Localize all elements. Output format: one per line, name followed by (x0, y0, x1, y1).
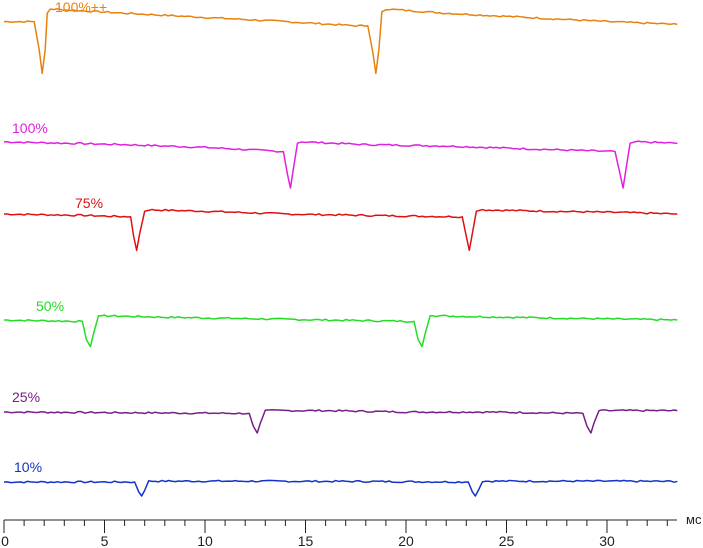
series-line-5 (3, 479, 678, 497)
series-line-1 (3, 140, 678, 189)
x-tick-label-30: 30 (599, 533, 615, 548)
series-label-1: 100% (12, 120, 48, 136)
series-label-2: 75% (75, 195, 103, 211)
series-line-0 (3, 8, 678, 75)
series-labels: 100%++ 100% 75% 50% 25% 10% (12, 0, 107, 475)
series-label-4: 25% (12, 389, 40, 405)
x-tick-label-20: 20 (398, 533, 414, 548)
traces (3, 8, 678, 497)
x-axis-ticks: 0 5 10 15 20 25 30 (1, 520, 668, 548)
x-tick-label-5: 5 (101, 533, 109, 548)
x-tick-label-0: 0 (1, 533, 9, 548)
series-label-5: 10% (14, 459, 42, 475)
series-line-2 (3, 208, 678, 252)
series-line-3 (3, 314, 678, 348)
series-line-4 (3, 409, 678, 434)
series-label-0: 100%++ (55, 0, 107, 15)
x-tick-label-10: 10 (197, 533, 213, 548)
x-tick-label-25: 25 (499, 533, 515, 548)
x-axis-unit-label: мс (686, 512, 702, 527)
x-tick-label-15: 15 (298, 533, 314, 548)
series-label-3: 50% (36, 298, 64, 314)
